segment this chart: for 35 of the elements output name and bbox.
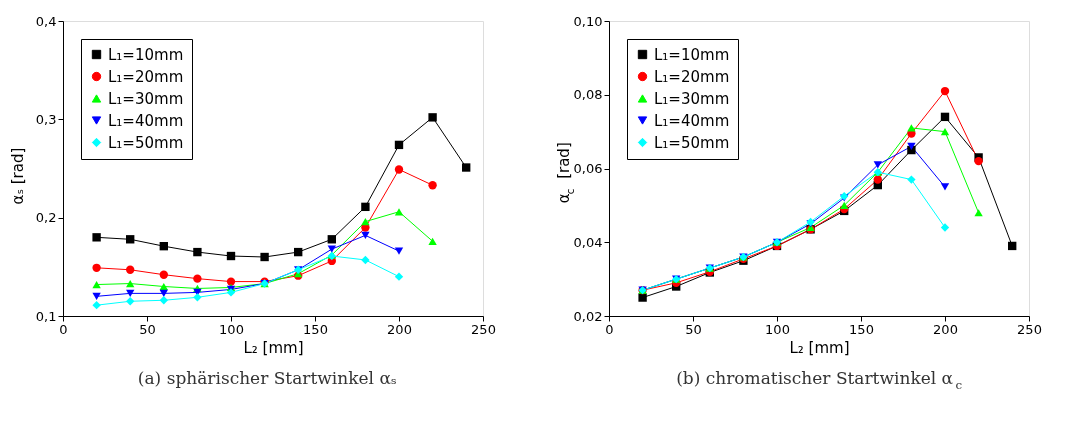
legend-label: L₁=10mm	[108, 45, 184, 64]
x-tick-label: 200	[933, 321, 958, 337]
legend-label: L₁=20mm	[108, 67, 184, 86]
x-tick-label: 0	[605, 321, 614, 337]
x-tick-label: 50	[685, 321, 702, 337]
y-tick-label: 0,06	[573, 161, 603, 176]
x-tick-label: 100	[219, 321, 244, 337]
y-tick-label: 0,3	[35, 111, 57, 127]
y-tick-label: 0,08	[573, 87, 603, 103]
legend-label: L₁=30mm	[654, 89, 730, 108]
y-tick-label: 0,1	[35, 308, 57, 324]
y-axis-title: αₛ [rad]	[9, 147, 27, 205]
x-tick-label: 0	[59, 321, 68, 337]
x-tick-label: 150	[849, 321, 874, 337]
legend-label: L₁=40mm	[108, 111, 184, 130]
x-tick-label: 150	[303, 321, 328, 337]
legend-label: L₁=50mm	[108, 133, 184, 152]
y-tick-label: 0,02	[573, 308, 603, 324]
y-tick-label: 0,4	[35, 13, 57, 29]
x-axis-title: L₂ [mm]	[243, 338, 304, 357]
x-tick-label: 100	[765, 321, 790, 337]
legend-label: L₁=50mm	[654, 133, 730, 152]
x-tick-label: 50	[139, 321, 156, 337]
legend-label: L₁=10mm	[654, 45, 730, 64]
y-tick-label: 0,04	[573, 234, 603, 250]
legend-label: L₁=20mm	[654, 67, 730, 86]
legend-label: L₁=30mm	[108, 89, 184, 108]
y-tick-label: 0,2	[35, 210, 57, 226]
x-tick-label: 250	[1017, 321, 1042, 337]
legend-label: L₁=40mm	[654, 111, 730, 130]
x-axis-title: L₂ [mm]	[789, 338, 850, 357]
y-tick-label: 0,10	[573, 13, 603, 29]
x-tick-label: 250	[471, 321, 496, 337]
text: (a) sphärischer Startwinkel αₛ	[137, 368, 397, 388]
x-tick-label: 200	[387, 321, 412, 337]
